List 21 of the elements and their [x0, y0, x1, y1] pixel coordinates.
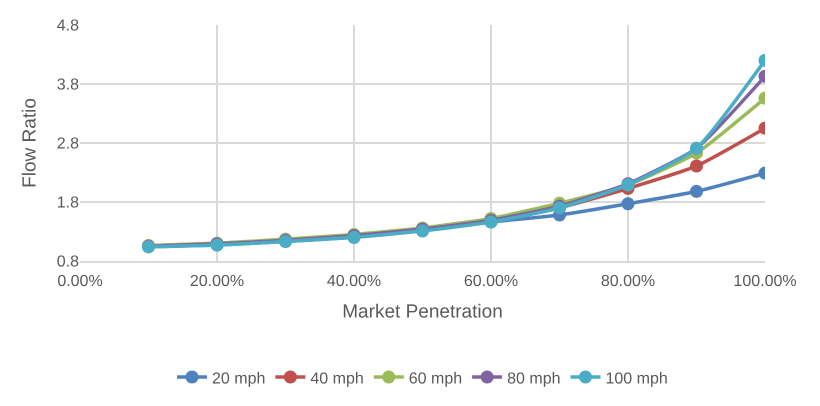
- x-tick-label: 80.00%: [600, 272, 656, 290]
- y-tick-label: 3.8: [56, 76, 80, 94]
- legend-label: 40 mph: [310, 370, 364, 388]
- x-tick-label: 60.00%: [464, 272, 518, 290]
- x-tick-label: 20.00%: [190, 272, 244, 290]
- legend-label: 100 mph: [606, 370, 668, 388]
- x-tick-label: 0.00%: [57, 272, 103, 290]
- y-tick-label: 0.8: [56, 254, 80, 271]
- x-tick-label: 40.00%: [326, 272, 382, 290]
- point: [690, 160, 703, 173]
- y-axis-title: Flow Ratio: [20, 98, 41, 188]
- point: [690, 184, 703, 198]
- y-tick-label: 2.8: [56, 136, 80, 153]
- y-tick-label: 1.8: [56, 194, 80, 212]
- legend-label: 60 mph: [408, 370, 462, 388]
- y-tick-label: 4.8: [56, 18, 80, 35]
- x-tick-label: 100.00%: [733, 272, 797, 290]
- legend-label: 20 mph: [212, 370, 266, 388]
- legend-label: 80 mph: [507, 370, 560, 388]
- x-axis-title: Market Penetration: [342, 301, 503, 322]
- point: [622, 197, 634, 210]
